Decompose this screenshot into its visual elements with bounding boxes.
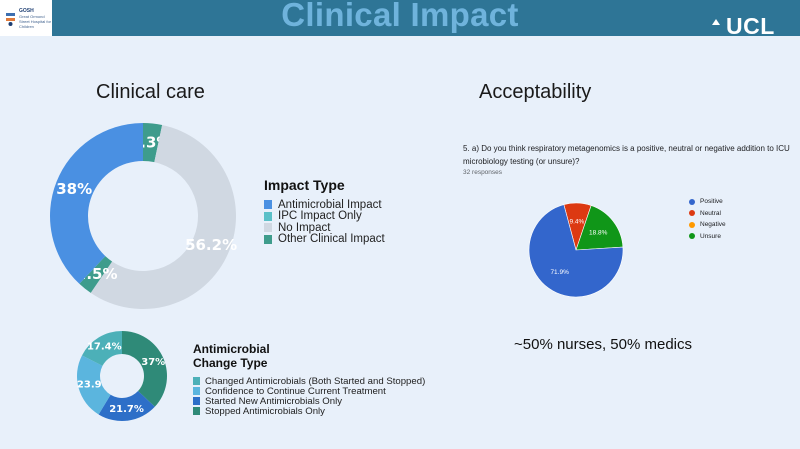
legend-swatch: [264, 223, 272, 233]
legend-label: IPC Impact Only: [278, 210, 362, 223]
legend-title-line1: Antimicrobial: [193, 342, 270, 356]
slice-label: 18.8%: [589, 229, 608, 236]
legend-item-other: Other Clinical Impact: [264, 233, 385, 246]
legend-dot: [689, 198, 695, 205]
slice-other-clinical-impact: [143, 123, 163, 163]
legend-item-no-impact: No Impact: [264, 222, 385, 234]
slice-label: 37%: [141, 357, 165, 368]
legend-swatch: [264, 200, 272, 210]
slice-label: 9.4%: [570, 219, 585, 226]
gosh-logo-icon: [4, 9, 17, 27]
gosh-logo-text: GOSH Great Ormond Street Hospital for Ch…: [19, 8, 52, 30]
legend-label: Neutral: [700, 209, 721, 217]
legend-label: Unsure: [700, 232, 721, 240]
slice-confidence-to-continue-current-treatment: [77, 355, 111, 415]
legend-swatch: [193, 387, 200, 395]
slice-label: 56.2%: [185, 236, 237, 254]
legend-label: Antimicrobial Impact: [278, 198, 382, 211]
slice-label: 17.4%: [87, 341, 122, 352]
antimicrobial-change-legend: Antimicrobial Change Type Changed Antimic…: [193, 342, 426, 417]
survey-response-count: 32 responses: [463, 169, 503, 176]
gosh-logo: GOSH Great Ormond Street Hospital for Ch…: [0, 0, 52, 36]
legend-swatch: [264, 211, 272, 221]
legend-label: Other Clinical Impact: [278, 233, 385, 246]
clinical-care-title: Clinical care: [96, 81, 205, 103]
legend-label: Positive: [700, 198, 723, 206]
legend-item-antimicrobial: Antimicrobial Impact: [264, 199, 385, 211]
ucl-dome-icon: [712, 19, 720, 25]
legend-dot: [689, 233, 695, 240]
slice-label: 71.9%: [550, 269, 569, 276]
respondent-note: ~50% nurses, 50% medics: [514, 336, 693, 353]
gosh-logo-small: Great Ormond Street Hospital for Childre…: [19, 14, 52, 29]
legend-label: Started New Antimicrobials Only: [205, 395, 343, 407]
legend-item-neutral: Neutral: [689, 208, 726, 220]
acceptability-legend: Positive Neutral Negative Unsure: [689, 196, 726, 242]
slice-label: 38%: [56, 180, 92, 198]
slice-unsure: [575, 205, 624, 251]
legend-label: Confidence to Continue Current Treatment: [205, 385, 386, 397]
slice-label: 23.9: [77, 380, 102, 391]
legend-title-line2: Change Type: [193, 356, 268, 370]
slice-stopped-antimicrobials-only: [122, 331, 168, 407]
legend-item-positive: Positive: [689, 196, 726, 208]
impact-type-legend: Impact Type Antimicrobial Impact IPC Imp…: [264, 177, 385, 245]
ucl-logo: UCL: [726, 13, 775, 39]
legend-item-changed: Changed Antimicrobials (Both Started and…: [193, 375, 426, 387]
legend-swatch: [193, 407, 200, 415]
legend-dot: [689, 221, 695, 228]
slice-started-new-antimicrobials-only: [98, 391, 155, 421]
legend-item-stopped: Stopped Antimicrobials Only: [193, 405, 425, 417]
legend-label: No Impact: [278, 221, 331, 234]
page-title: Clinical Impact: [281, 0, 519, 33]
survey-question: 5. a) Do you think respiratory metagenom…: [463, 144, 790, 166]
antimicrobial-change-donut: 37% 21.7% 23.9 17.4%: [77, 331, 168, 421]
slice-antimicrobial-impact: [50, 123, 143, 284]
legend-dot: [689, 210, 695, 217]
impact-type-donut: 3.3%56.2%2.5%38%: [50, 123, 237, 310]
legend-label: Changed Antimicrobials (Both Started and…: [205, 375, 426, 387]
antimicrobial-change-legend-title: Antimicrobial Change Type: [193, 342, 425, 370]
legend-item-confidence: Confidence to Continue Current Treatment: [193, 385, 425, 397]
legend-item-negative: Negative: [689, 219, 726, 231]
slice-positive: [528, 204, 624, 298]
gosh-logo-big: GOSH: [19, 8, 34, 14]
acceptability-pie: 9.4% 18.8% 71.9%: [528, 202, 624, 298]
legend-label: Stopped Antimicrobials Only: [205, 405, 325, 417]
legend-swatch: [193, 377, 200, 385]
legend-item-unsure: Unsure: [689, 231, 726, 243]
slice-label: 21.7%: [109, 404, 144, 415]
legend-item-started: Started New Antimicrobials Only: [193, 395, 425, 407]
legend-swatch: [193, 397, 200, 405]
header-bar: GOSH Great Ormond Street Hospital for Ch…: [0, 0, 800, 39]
slice-other-clinical-impact: [79, 256, 113, 293]
legend-swatch: [264, 234, 272, 244]
slice-no-impact: [90, 124, 237, 310]
legend-item-ipc: IPC Impact Only: [264, 210, 385, 223]
acceptability-title: Acceptability: [479, 81, 592, 103]
legend-label: Negative: [700, 221, 726, 229]
slice-changed-antimicrobials-both-started-and-stopped-: [82, 331, 122, 366]
impact-type-legend-title: Impact Type: [264, 177, 345, 193]
